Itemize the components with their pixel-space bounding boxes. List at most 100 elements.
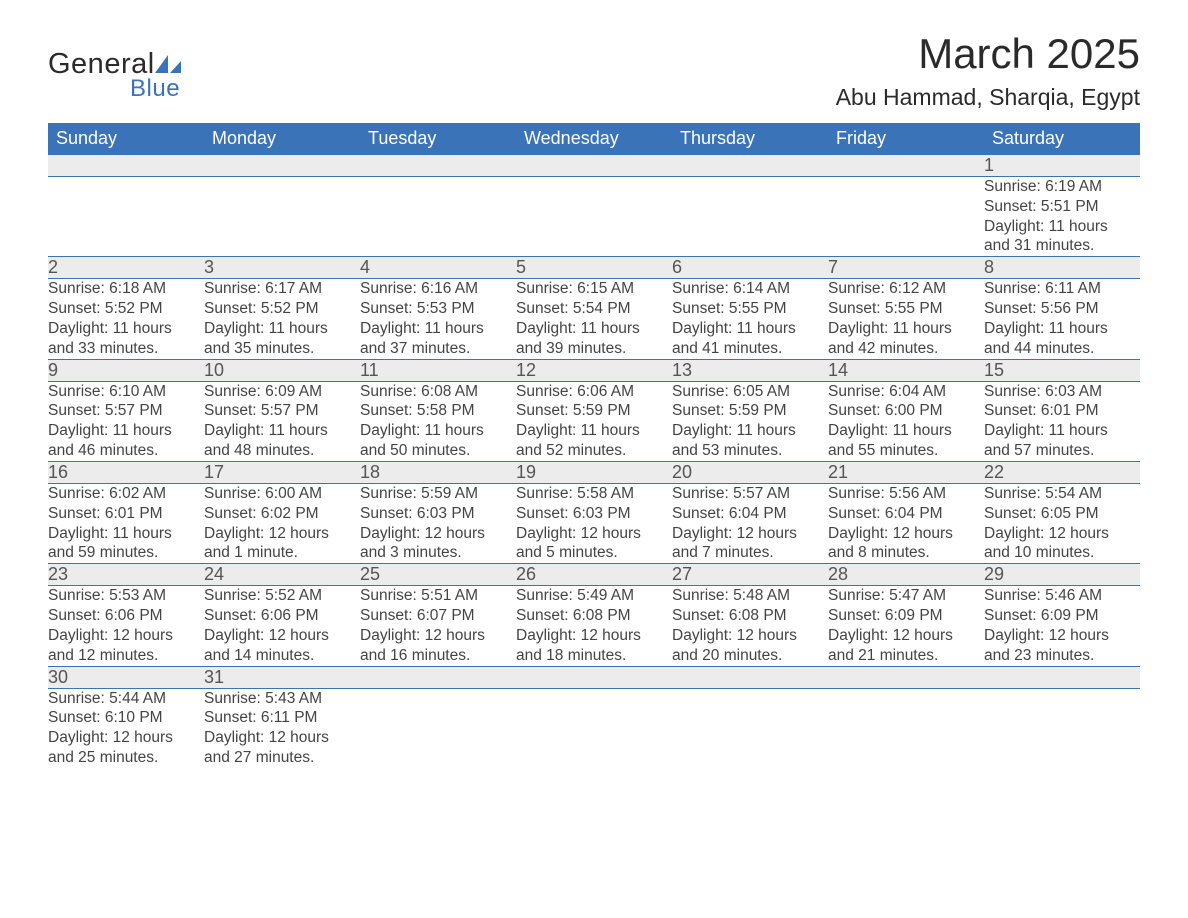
sunrise-text: Sunrise: 6:15 AM: [516, 279, 672, 299]
daylight-text: Daylight: 12 hours: [516, 626, 672, 646]
sunset-text: Sunset: 5:54 PM: [516, 299, 672, 319]
day-content-cell: Sunrise: 6:18 AMSunset: 5:52 PMDaylight:…: [48, 279, 204, 359]
daylight-text: Daylight: 12 hours: [360, 626, 516, 646]
week-daynum-row: 1: [48, 155, 1140, 177]
daylight-text: Daylight: 11 hours: [360, 319, 516, 339]
daylight-text: and 41 minutes.: [672, 339, 828, 359]
weekday-header: Wednesday: [516, 123, 672, 155]
day-number-cell: 21: [828, 461, 984, 483]
daylight-text: Daylight: 11 hours: [204, 421, 360, 441]
sunrise-text: Sunrise: 6:19 AM: [984, 177, 1140, 197]
week-daynum-row: 3031: [48, 666, 1140, 688]
day-content-cell: [516, 177, 672, 257]
day-number-cell: 26: [516, 564, 672, 586]
day-number-cell: [828, 666, 984, 688]
day-number-cell: 16: [48, 461, 204, 483]
calendar-table: Sunday Monday Tuesday Wednesday Thursday…: [48, 123, 1140, 768]
daylight-text: Daylight: 11 hours: [828, 421, 984, 441]
day-content-cell: Sunrise: 6:09 AMSunset: 5:57 PMDaylight:…: [204, 381, 360, 461]
day-content-cell: Sunrise: 5:54 AMSunset: 6:05 PMDaylight:…: [984, 483, 1140, 563]
day-number-cell: [204, 155, 360, 177]
day-content-cell: [828, 177, 984, 257]
week-content-row: Sunrise: 6:10 AMSunset: 5:57 PMDaylight:…: [48, 381, 1140, 461]
daylight-text: and 55 minutes.: [828, 441, 984, 461]
daylight-text: and 46 minutes.: [48, 441, 204, 461]
sunset-text: Sunset: 5:55 PM: [672, 299, 828, 319]
daylight-text: Daylight: 11 hours: [516, 421, 672, 441]
day-number-cell: 27: [672, 564, 828, 586]
daylight-text: and 52 minutes.: [516, 441, 672, 461]
sunset-text: Sunset: 6:01 PM: [984, 401, 1140, 421]
day-number-cell: 11: [360, 359, 516, 381]
sunset-text: Sunset: 6:03 PM: [516, 504, 672, 524]
day-content-cell: Sunrise: 6:05 AMSunset: 5:59 PMDaylight:…: [672, 381, 828, 461]
day-number-cell: 8: [984, 257, 1140, 279]
sunset-text: Sunset: 6:07 PM: [360, 606, 516, 626]
day-content-cell: Sunrise: 5:59 AMSunset: 6:03 PMDaylight:…: [360, 483, 516, 563]
daylight-text: and 3 minutes.: [360, 543, 516, 563]
sunrise-text: Sunrise: 6:10 AM: [48, 382, 204, 402]
title-block: March 2025 Abu Hammad, Sharqia, Egypt: [836, 30, 1140, 111]
day-content-cell: Sunrise: 6:03 AMSunset: 6:01 PMDaylight:…: [984, 381, 1140, 461]
sunrise-text: Sunrise: 5:44 AM: [48, 689, 204, 709]
sunset-text: Sunset: 6:09 PM: [828, 606, 984, 626]
week-content-row: Sunrise: 5:44 AMSunset: 6:10 PMDaylight:…: [48, 688, 1140, 768]
day-content-cell: Sunrise: 6:12 AMSunset: 5:55 PMDaylight:…: [828, 279, 984, 359]
sunset-text: Sunset: 5:59 PM: [672, 401, 828, 421]
day-number-cell: 13: [672, 359, 828, 381]
day-number-cell: [360, 666, 516, 688]
sunrise-text: Sunrise: 5:57 AM: [672, 484, 828, 504]
day-number-cell: [984, 666, 1140, 688]
sunrise-text: Sunrise: 6:11 AM: [984, 279, 1140, 299]
day-content-cell: Sunrise: 5:53 AMSunset: 6:06 PMDaylight:…: [48, 586, 204, 666]
sunrise-text: Sunrise: 5:48 AM: [672, 586, 828, 606]
daylight-text: and 33 minutes.: [48, 339, 204, 359]
sunrise-text: Sunrise: 5:52 AM: [204, 586, 360, 606]
sunset-text: Sunset: 6:08 PM: [516, 606, 672, 626]
daylight-text: Daylight: 12 hours: [204, 728, 360, 748]
sunrise-text: Sunrise: 5:58 AM: [516, 484, 672, 504]
sunrise-text: Sunrise: 6:04 AM: [828, 382, 984, 402]
sunrise-text: Sunrise: 5:47 AM: [828, 586, 984, 606]
day-number-cell: 30: [48, 666, 204, 688]
sunset-text: Sunset: 5:55 PM: [828, 299, 984, 319]
sunset-text: Sunset: 6:09 PM: [984, 606, 1140, 626]
daylight-text: Daylight: 11 hours: [204, 319, 360, 339]
sunset-text: Sunset: 5:52 PM: [48, 299, 204, 319]
day-content-cell: Sunrise: 5:44 AMSunset: 6:10 PMDaylight:…: [48, 688, 204, 768]
sunrise-text: Sunrise: 5:53 AM: [48, 586, 204, 606]
day-content-cell: [672, 688, 828, 768]
daylight-text: Daylight: 11 hours: [48, 319, 204, 339]
daylight-text: Daylight: 12 hours: [48, 728, 204, 748]
daylight-text: Daylight: 12 hours: [516, 524, 672, 544]
day-number-cell: 3: [204, 257, 360, 279]
day-content-cell: [204, 177, 360, 257]
sunset-text: Sunset: 6:05 PM: [984, 504, 1140, 524]
daylight-text: and 57 minutes.: [984, 441, 1140, 461]
day-content-cell: Sunrise: 6:02 AMSunset: 6:01 PMDaylight:…: [48, 483, 204, 563]
sunset-text: Sunset: 5:59 PM: [516, 401, 672, 421]
sunrise-text: Sunrise: 6:09 AM: [204, 382, 360, 402]
day-content-cell: Sunrise: 6:11 AMSunset: 5:56 PMDaylight:…: [984, 279, 1140, 359]
day-content-cell: Sunrise: 6:00 AMSunset: 6:02 PMDaylight:…: [204, 483, 360, 563]
day-number-cell: 17: [204, 461, 360, 483]
daylight-text: Daylight: 11 hours: [48, 524, 204, 544]
weekday-header: Saturday: [984, 123, 1140, 155]
day-number-cell: 5: [516, 257, 672, 279]
daylight-text: Daylight: 12 hours: [48, 626, 204, 646]
week-content-row: Sunrise: 6:18 AMSunset: 5:52 PMDaylight:…: [48, 279, 1140, 359]
day-number-cell: 10: [204, 359, 360, 381]
daylight-text: Daylight: 12 hours: [672, 626, 828, 646]
daylight-text: Daylight: 11 hours: [360, 421, 516, 441]
daylight-text: Daylight: 12 hours: [984, 626, 1140, 646]
day-number-cell: 19: [516, 461, 672, 483]
day-number-cell: 25: [360, 564, 516, 586]
daylight-text: Daylight: 11 hours: [516, 319, 672, 339]
sunset-text: Sunset: 6:04 PM: [672, 504, 828, 524]
daylight-text: Daylight: 11 hours: [984, 217, 1140, 237]
weekday-header: Thursday: [672, 123, 828, 155]
daylight-text: Daylight: 12 hours: [984, 524, 1140, 544]
month-title: March 2025: [836, 30, 1140, 78]
sunset-text: Sunset: 6:04 PM: [828, 504, 984, 524]
day-content-cell: [672, 177, 828, 257]
